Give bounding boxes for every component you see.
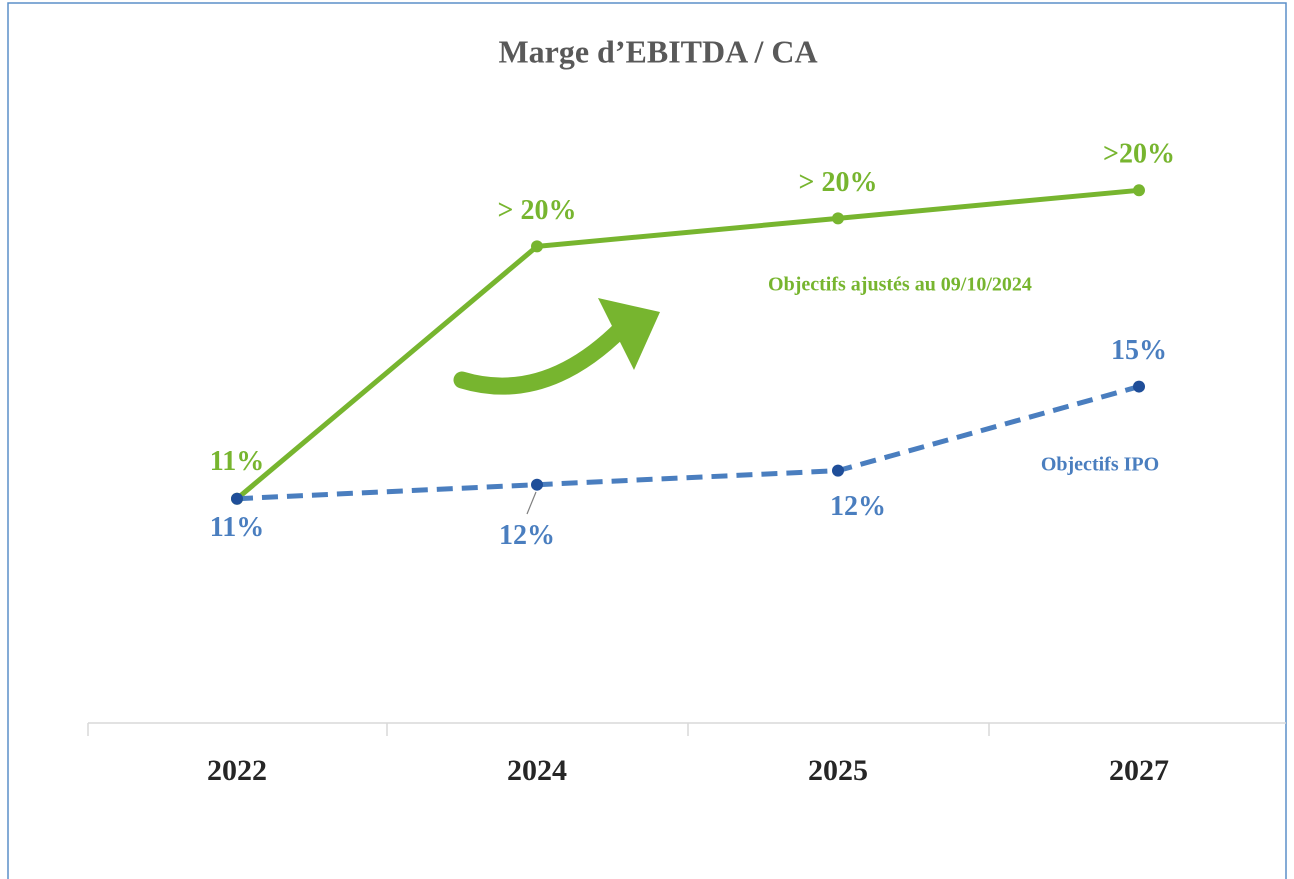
data-label: >20% [1103, 139, 1175, 170]
label-leader [526, 491, 537, 515]
x-tick-label: 2022 [207, 754, 267, 787]
data-point [832, 464, 844, 477]
series-line [235, 187, 1140, 501]
series-line [236, 384, 1140, 502]
data-point [832, 212, 844, 225]
data-label: 15% [1111, 335, 1167, 366]
data-label: > 20% [799, 167, 878, 198]
trend-arrow-head [598, 298, 660, 370]
chart-frame [7, 2, 1287, 879]
data-point [1133, 380, 1145, 393]
data-point [1133, 184, 1145, 197]
series-label: Objectifs ajustés au 09/10/2024 [768, 274, 1032, 296]
chart-title: Marge d’EBITDA / CA [498, 33, 817, 69]
data-point [231, 492, 243, 505]
x-tick-label: 2024 [507, 754, 567, 787]
data-point [531, 478, 543, 491]
x-tick-label: 2025 [808, 754, 868, 787]
data-label: > 20% [498, 195, 577, 226]
data-label: 12% [499, 520, 555, 551]
x-tick-label: 2027 [1109, 754, 1169, 787]
data-point [531, 240, 543, 253]
x-axis-ticks [87, 723, 990, 736]
series-label: Objectifs IPO [1041, 454, 1159, 476]
data-label: 11% [210, 446, 264, 477]
data-label: 11% [210, 512, 264, 543]
data-label: 12% [830, 491, 886, 522]
trend-arrow [453, 319, 631, 395]
